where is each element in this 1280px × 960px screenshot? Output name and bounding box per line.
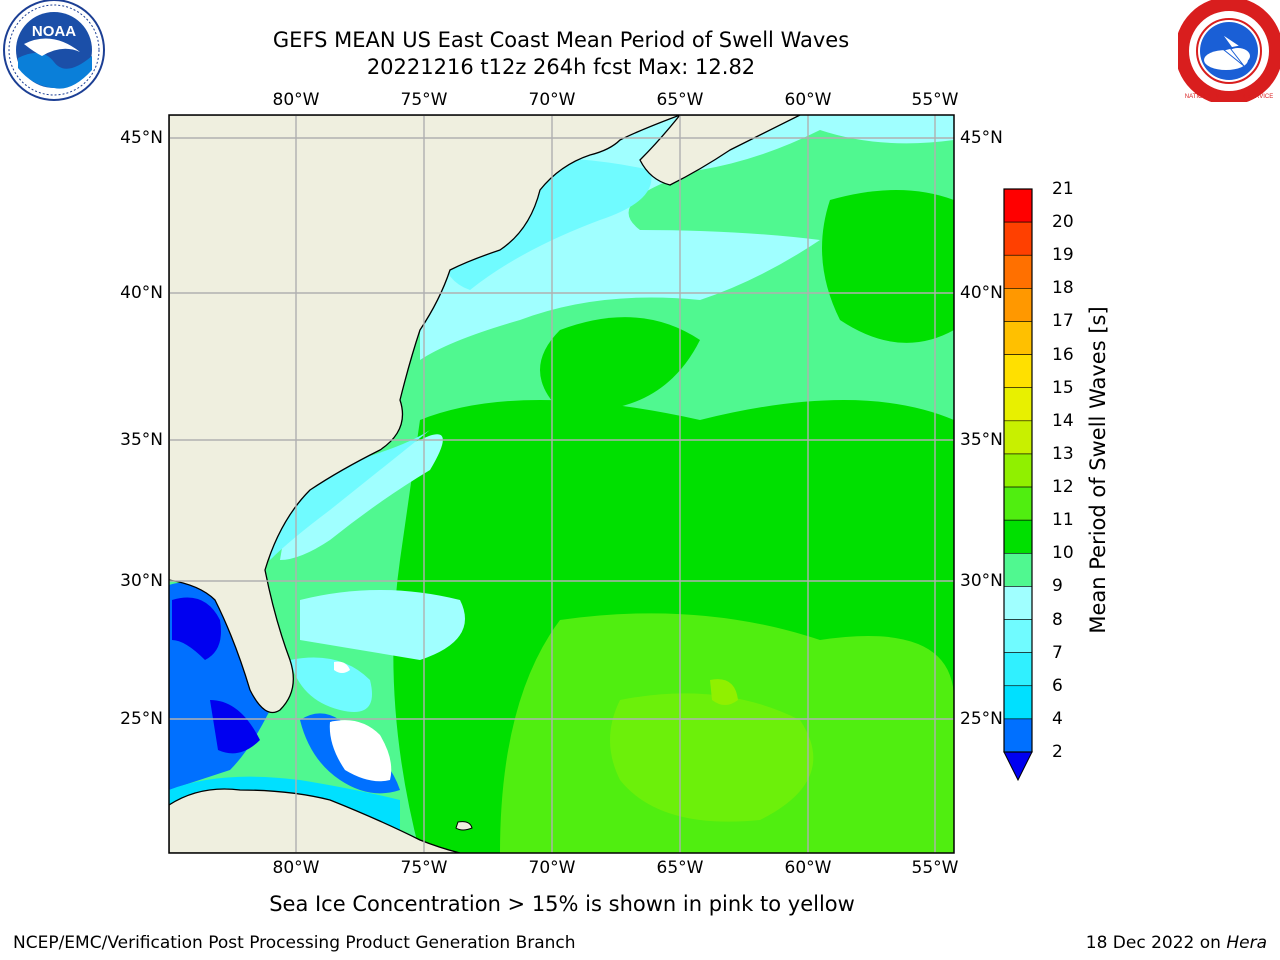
land-cuba <box>169 788 461 853</box>
colorbar-tick-label: 2 <box>1052 742 1063 762</box>
lon-tick-label: 65°W <box>656 90 704 110</box>
noaa-logo: NOAA <box>3 0 105 101</box>
land-bahamas <box>455 821 473 831</box>
lat-tick-label: 45°N <box>960 128 1003 148</box>
footer-machine: Hera <box>1226 933 1267 953</box>
colorbar-segment <box>1003 420 1033 455</box>
map-subtitle: 20221216 t12z 264h fcst Max: 12.82 <box>366 55 756 79</box>
swell-zone-lightcyan <box>290 657 372 712</box>
colorbar-tick-label: 11 <box>1052 510 1074 531</box>
lat-tick-label: 35°N <box>960 430 1003 450</box>
colorbar-tick-label: 14 <box>1052 410 1074 431</box>
swell-zone-yellowgreen <box>710 679 738 705</box>
lon-tick-label: 60°W <box>784 90 832 110</box>
colorbar-segment <box>1003 519 1033 554</box>
svg-text:NOAA: NOAA <box>32 23 76 40</box>
swell-zone-deepblue <box>210 700 260 754</box>
lat-tick-label: 25°N <box>960 709 1003 729</box>
colorbar-segment <box>1003 321 1033 355</box>
bahamas-bank <box>329 720 392 782</box>
colorbar-tick-label: 16 <box>1052 344 1074 365</box>
colorbar-segment <box>1003 486 1033 521</box>
nws-logo: NATIONAL WEATHER SERVICE <box>1178 0 1280 102</box>
bahamas-bank <box>334 661 350 673</box>
colorbar-tick-label: 13 <box>1052 443 1074 464</box>
lat-tick-label: 30°N <box>960 571 1003 591</box>
colorbar-segment <box>1003 453 1033 488</box>
colorbar-title: Mean Period of Swell Waves [s] <box>1086 306 1110 634</box>
swell-zone-lightgreen <box>610 693 814 822</box>
map-frame <box>168 114 955 854</box>
colorbar-segment <box>1003 586 1033 620</box>
lat-tick-label: 40°N <box>960 283 1003 303</box>
colorbar-tick-label: 10 <box>1052 543 1074 564</box>
svg-text:NATIONAL WEATHER SERVICE: NATIONAL WEATHER SERVICE <box>1185 94 1273 100</box>
lon-tick-label: 70°W <box>528 858 576 878</box>
lon-tick-label: 80°W <box>272 90 320 110</box>
colorbar-segment <box>1003 619 1033 653</box>
footer-credit: NCEP/EMC/Verification Post Processing Pr… <box>13 933 576 953</box>
lat-tick-label: 25°N <box>120 709 163 729</box>
colorbar-tick-label: 18 <box>1052 278 1074 299</box>
lon-tick-label: 55°W <box>911 90 959 110</box>
lat-tick-label: 35°N <box>120 430 163 450</box>
lat-tick-label: 30°N <box>120 571 163 591</box>
swell-zone-green <box>540 317 700 412</box>
colorbar-segment <box>1003 188 1033 223</box>
colorbar-tick-label: 4 <box>1052 708 1063 729</box>
colorbar-tick-label: 7 <box>1052 642 1063 663</box>
colorbar-tick-label: 20 <box>1052 212 1074 233</box>
colorbar-tick-label: 17 <box>1052 311 1074 332</box>
colorbar-segment <box>1003 387 1033 422</box>
lon-tick-label: 75°W <box>400 858 448 878</box>
swell-zone-deepblue <box>172 597 221 660</box>
colorbar-under-arrow <box>1003 751 1033 782</box>
colorbar-frame <box>1003 188 1033 753</box>
swell-zone-green <box>822 190 954 343</box>
colorbar-tick-label: 21 <box>1052 179 1074 199</box>
colorbar-segment <box>1003 288 1033 322</box>
colorbar-tick-label: 8 <box>1052 609 1063 630</box>
colorbar-segment <box>1003 552 1033 587</box>
colorbar-tick-label: 19 <box>1052 245 1074 266</box>
footer-date-text: 18 Dec 2022 on <box>1085 933 1227 953</box>
colorbar-tick-label: 12 <box>1052 477 1074 498</box>
lon-tick-label: 80°W <box>272 858 320 878</box>
lon-tick-label: 55°W <box>911 858 959 878</box>
colorbar-tick-label: 9 <box>1052 576 1063 597</box>
colorbar-segment <box>1003 254 1033 289</box>
lon-tick-label: 70°W <box>528 90 576 110</box>
lon-tick-label: 75°W <box>400 90 448 110</box>
colorbar-tick-label: 6 <box>1052 675 1063 696</box>
graticule <box>169 115 954 853</box>
colorbar-segment <box>1003 221 1033 256</box>
colorbar-segment <box>1003 718 1033 753</box>
lat-tick-label: 40°N <box>120 283 163 303</box>
map-title: GEFS MEAN US East Coast Mean Period of S… <box>272 28 850 52</box>
colorbar-segment <box>1003 652 1033 687</box>
footer-date: 18 Dec 2022 on Hera <box>1086 933 1267 953</box>
land-north-america <box>169 115 681 714</box>
colorbar-segment <box>1003 354 1033 389</box>
lon-tick-label: 60°W <box>784 858 832 878</box>
swell-zone-lightcyan <box>280 434 443 560</box>
lat-tick-label: 45°N <box>120 128 163 148</box>
sea-ice-note: Sea Ice Concentration > 15% is shown in … <box>269 892 855 916</box>
colorbar-segment <box>1003 685 1033 720</box>
lon-tick-label: 65°W <box>656 858 704 878</box>
colorbar <box>1003 188 1033 753</box>
colorbar-tick-label: 15 <box>1052 377 1074 398</box>
